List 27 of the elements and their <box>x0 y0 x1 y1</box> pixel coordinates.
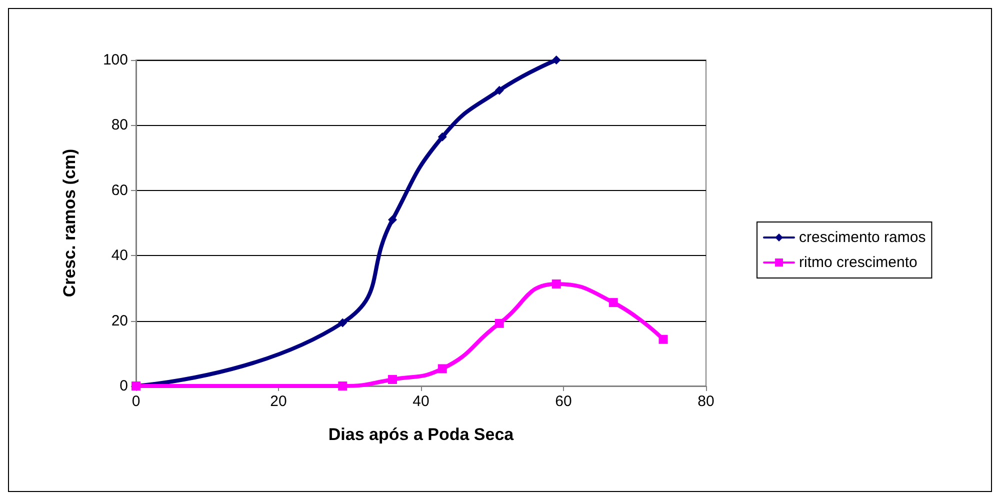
legend-label: crescimento ramos <box>799 229 926 246</box>
y-tick-label: 0 <box>120 378 128 394</box>
point <box>388 215 397 224</box>
x-tick-label: 20 <box>270 393 287 410</box>
x-tick-label: 80 <box>698 393 714 410</box>
y-tick-label: 60 <box>111 182 128 199</box>
point <box>494 86 504 95</box>
point <box>608 298 618 308</box>
point <box>438 364 447 374</box>
point <box>438 132 447 142</box>
x-axis-title: Dias após a Poda Seca <box>328 425 514 444</box>
y-axis-title: Cresc. ramos (cm) <box>60 148 79 298</box>
y-tick-label: 20 <box>111 312 128 330</box>
legend-label: ritmo crescimento <box>799 254 918 271</box>
point <box>338 382 348 390</box>
point <box>552 56 561 64</box>
point <box>494 318 504 328</box>
y-tick-label: 80 <box>111 116 128 134</box>
point <box>388 374 397 384</box>
x-tick-label: 40 <box>412 393 430 410</box>
y-tick-label: 100 <box>102 52 128 68</box>
point <box>552 279 561 288</box>
x-tick-label: 0 <box>132 393 140 410</box>
y-tick-label: 40 <box>111 247 128 264</box>
point <box>658 334 668 344</box>
point <box>338 318 348 328</box>
x-tick-label: 60 <box>555 393 572 410</box>
